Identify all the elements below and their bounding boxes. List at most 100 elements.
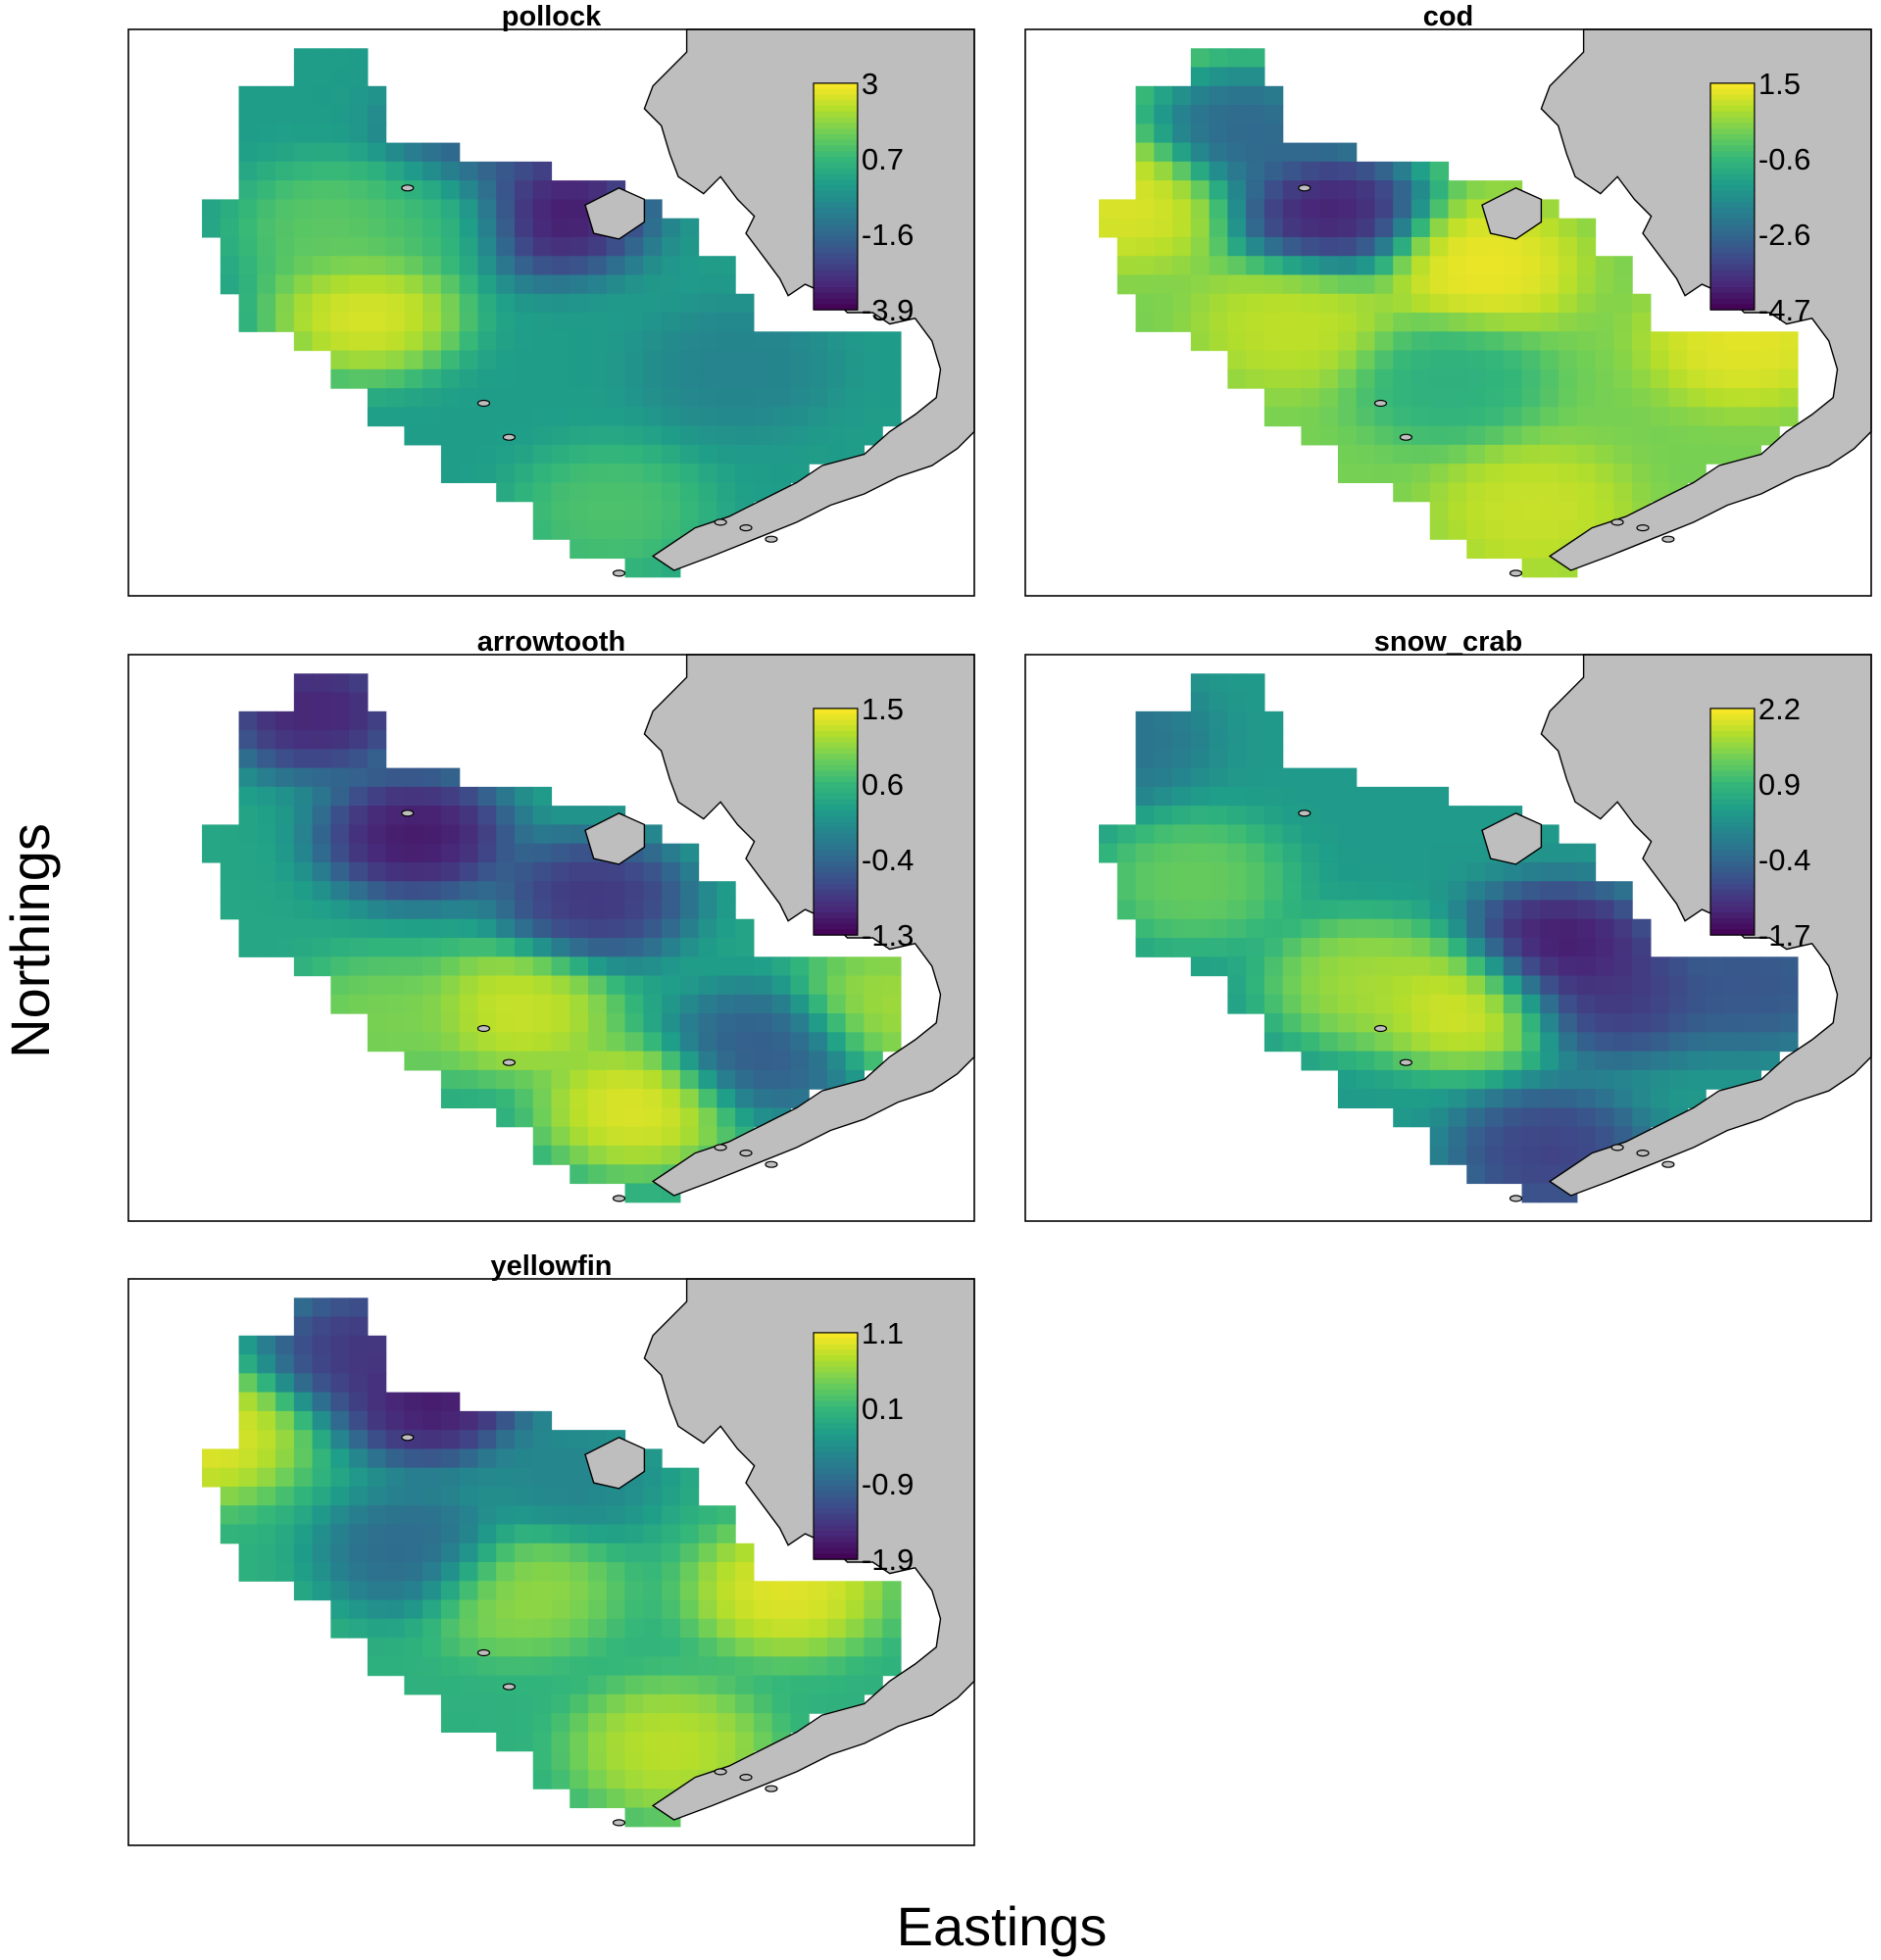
heatmap-cell <box>1429 861 1450 882</box>
heatmap-cell <box>1559 482 1578 503</box>
heatmap-cell <box>1595 368 1614 389</box>
heatmap-cell <box>1576 956 1597 977</box>
heatmap-cell <box>1429 1126 1450 1147</box>
heatmap-cell <box>1190 85 1211 106</box>
heatmap-cell <box>1263 199 1284 220</box>
heatmap-cell <box>1209 218 1228 238</box>
heatmap-cell <box>385 1656 406 1677</box>
heatmap-cell <box>1337 464 1358 483</box>
heatmap-cell <box>1448 1126 1467 1147</box>
heatmap-cell <box>551 1562 570 1582</box>
heatmap-cell <box>257 824 276 845</box>
heatmap-cell <box>1559 861 1578 882</box>
colorbar-tick-label: -1.9 <box>862 1543 914 1577</box>
heatmap-cell <box>679 464 700 483</box>
heatmap-cell <box>1613 956 1633 977</box>
heatmap-cell <box>662 938 681 957</box>
heatmap-cell <box>624 918 644 939</box>
heatmap-cell <box>569 293 589 314</box>
heatmap-cell <box>569 236 589 257</box>
heatmap-cell <box>643 918 663 939</box>
colorbar-step <box>1710 151 1755 158</box>
heatmap-cell <box>275 730 295 750</box>
heatmap-cell <box>1411 236 1431 257</box>
heatmap-cell <box>349 730 369 750</box>
small-island <box>1373 399 1388 408</box>
colorbar-step <box>814 173 858 180</box>
colorbar-step <box>1710 754 1755 760</box>
heatmap-cell <box>422 313 442 332</box>
heatmap-cell <box>1282 331 1303 352</box>
heatmap-cell <box>1393 994 1412 1014</box>
heatmap-cell <box>1227 900 1247 920</box>
heatmap-cell <box>1246 331 1265 352</box>
heatmap-cell <box>1521 881 1541 902</box>
heatmap-cell <box>643 843 663 863</box>
heatmap-cell <box>496 1410 516 1431</box>
heatmap-cell <box>1540 824 1559 845</box>
heatmap-cell <box>790 1069 810 1090</box>
heatmap-cell <box>367 749 387 769</box>
heatmap-cell <box>1227 368 1247 389</box>
heatmap-cell <box>496 180 516 200</box>
heatmap-cell <box>330 918 350 939</box>
colorbar-step <box>1710 213 1755 220</box>
heatmap-cell <box>1668 425 1688 446</box>
heatmap-cell <box>312 806 331 825</box>
heatmap-cell <box>1521 293 1541 314</box>
heatmap-cell <box>717 331 736 352</box>
heatmap-cell <box>496 918 516 939</box>
heatmap-cell <box>1337 767 1358 788</box>
heatmap-cell <box>1429 407 1450 427</box>
heatmap-cell <box>551 938 570 957</box>
heatmap-cell <box>643 1675 663 1695</box>
heatmap-cell <box>845 1656 866 1677</box>
heatmap-cell <box>440 388 461 408</box>
heatmap-cell <box>1190 161 1211 181</box>
heatmap-cell <box>514 786 534 807</box>
colorbar-step <box>814 799 858 806</box>
heatmap-cell <box>624 1164 644 1185</box>
heatmap-cell <box>459 1713 479 1733</box>
heatmap-cell <box>385 1562 406 1582</box>
heatmap-cell <box>809 1051 828 1071</box>
heatmap-cell <box>1319 1032 1339 1053</box>
heatmap-cell <box>1282 388 1303 408</box>
heatmap-cell <box>662 1562 681 1582</box>
heatmap-cell <box>385 161 406 181</box>
heatmap-cell <box>1613 388 1633 408</box>
heatmap-cell <box>349 1543 369 1563</box>
heatmap-cell <box>1559 975 1578 996</box>
heatmap-cell <box>643 1713 663 1733</box>
heatmap-cell <box>1485 482 1505 503</box>
heatmap-cell <box>1559 881 1578 902</box>
heatmap-cell <box>385 1467 406 1488</box>
heatmap-cell <box>312 199 331 220</box>
heatmap-cell <box>662 444 681 465</box>
heatmap-cell <box>1135 881 1155 902</box>
heatmap-cell <box>1301 861 1320 882</box>
heatmap-cell <box>1227 767 1247 788</box>
heatmap-cell <box>1301 1051 1320 1071</box>
heatmap-cell <box>275 1505 295 1526</box>
heatmap-cell <box>551 180 570 200</box>
heatmap-cell <box>367 388 387 408</box>
heatmap-cell <box>662 881 681 902</box>
heatmap-cell <box>1559 1013 1578 1033</box>
heatmap-cell <box>367 1410 387 1431</box>
heatmap-cell <box>1466 938 1486 957</box>
heatmap-cell <box>238 1524 258 1544</box>
heatmap-cell <box>440 900 461 920</box>
heatmap-cell <box>1209 730 1228 750</box>
heatmap-cell <box>367 975 387 996</box>
heatmap-cell <box>275 918 295 939</box>
heatmap-cell <box>845 388 866 408</box>
heatmap-cell <box>1209 105 1228 124</box>
colorbar-step <box>1710 202 1755 209</box>
colorbar-step <box>814 196 858 203</box>
heatmap-cell <box>1337 407 1358 427</box>
heatmap-cell <box>422 1505 442 1526</box>
heatmap-cell <box>459 407 479 427</box>
heatmap-cell <box>717 444 736 465</box>
heatmap-cell <box>514 1089 534 1108</box>
